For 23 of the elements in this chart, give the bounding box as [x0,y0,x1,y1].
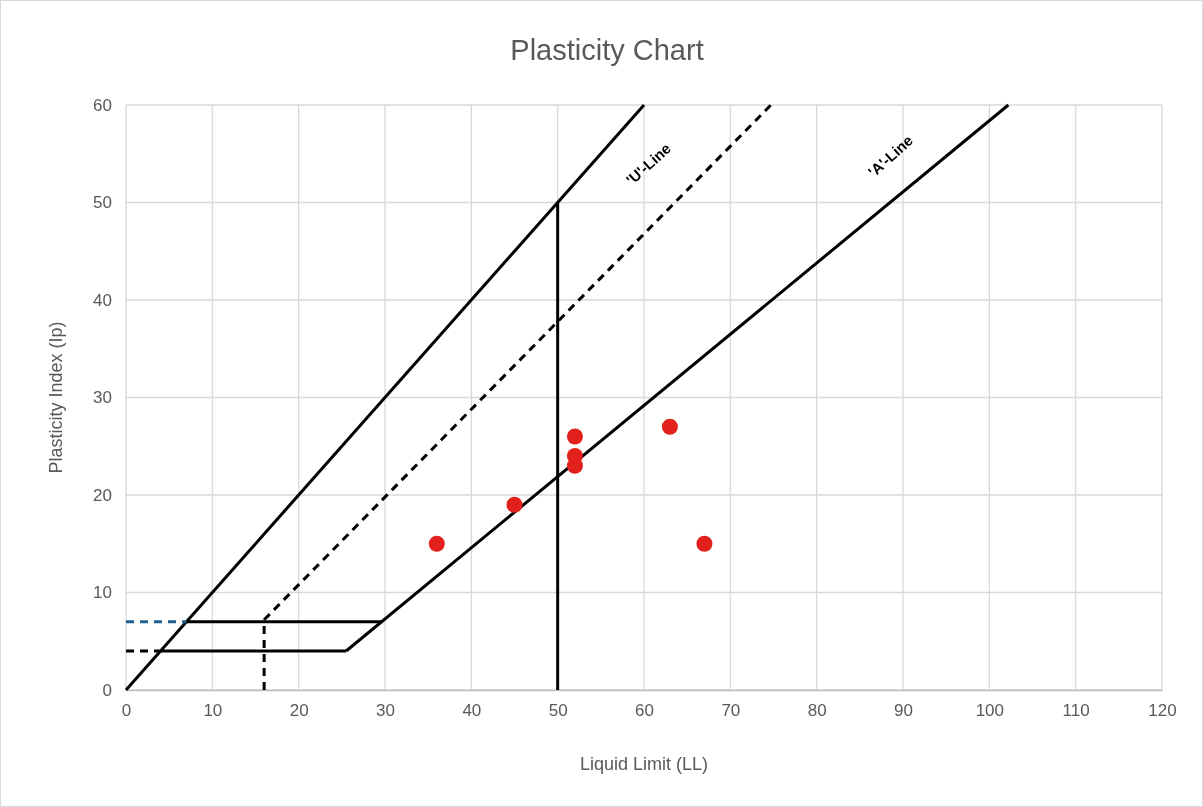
y-tick-label: 20 [93,485,112,505]
y-tick-label: 60 [93,95,112,115]
x-tick-label: 20 [289,701,309,721]
x-tick-label: 30 [376,701,395,721]
x-tick-label: 40 [462,701,482,721]
x-tick-label: 50 [548,701,568,721]
x-tick-label: 60 [635,701,654,721]
x-tick-label: 0 [121,701,132,721]
x-axis-title: Liquid Limit (LL) [579,754,709,774]
x-tick-label: 70 [721,701,741,721]
y-axis-title: Plasticity Index (Ip) [46,321,66,474]
x-tick-label: 90 [894,701,913,721]
chart-title: Plasticity Chart [510,34,704,66]
x-tick-label: 10 [203,701,223,721]
y-tick-label: 40 [93,290,112,310]
y-tick-label: 0 [102,680,112,700]
x-tick-label: 120 [1148,701,1177,721]
x-tick-label: 100 [975,701,1005,721]
y-tick-label: 10 [93,583,112,603]
y-tick-label: 50 [93,193,112,213]
x-tick-label: 110 [1062,701,1090,721]
x-tick-label: 80 [807,701,827,721]
y-tick-label: 30 [93,388,112,408]
